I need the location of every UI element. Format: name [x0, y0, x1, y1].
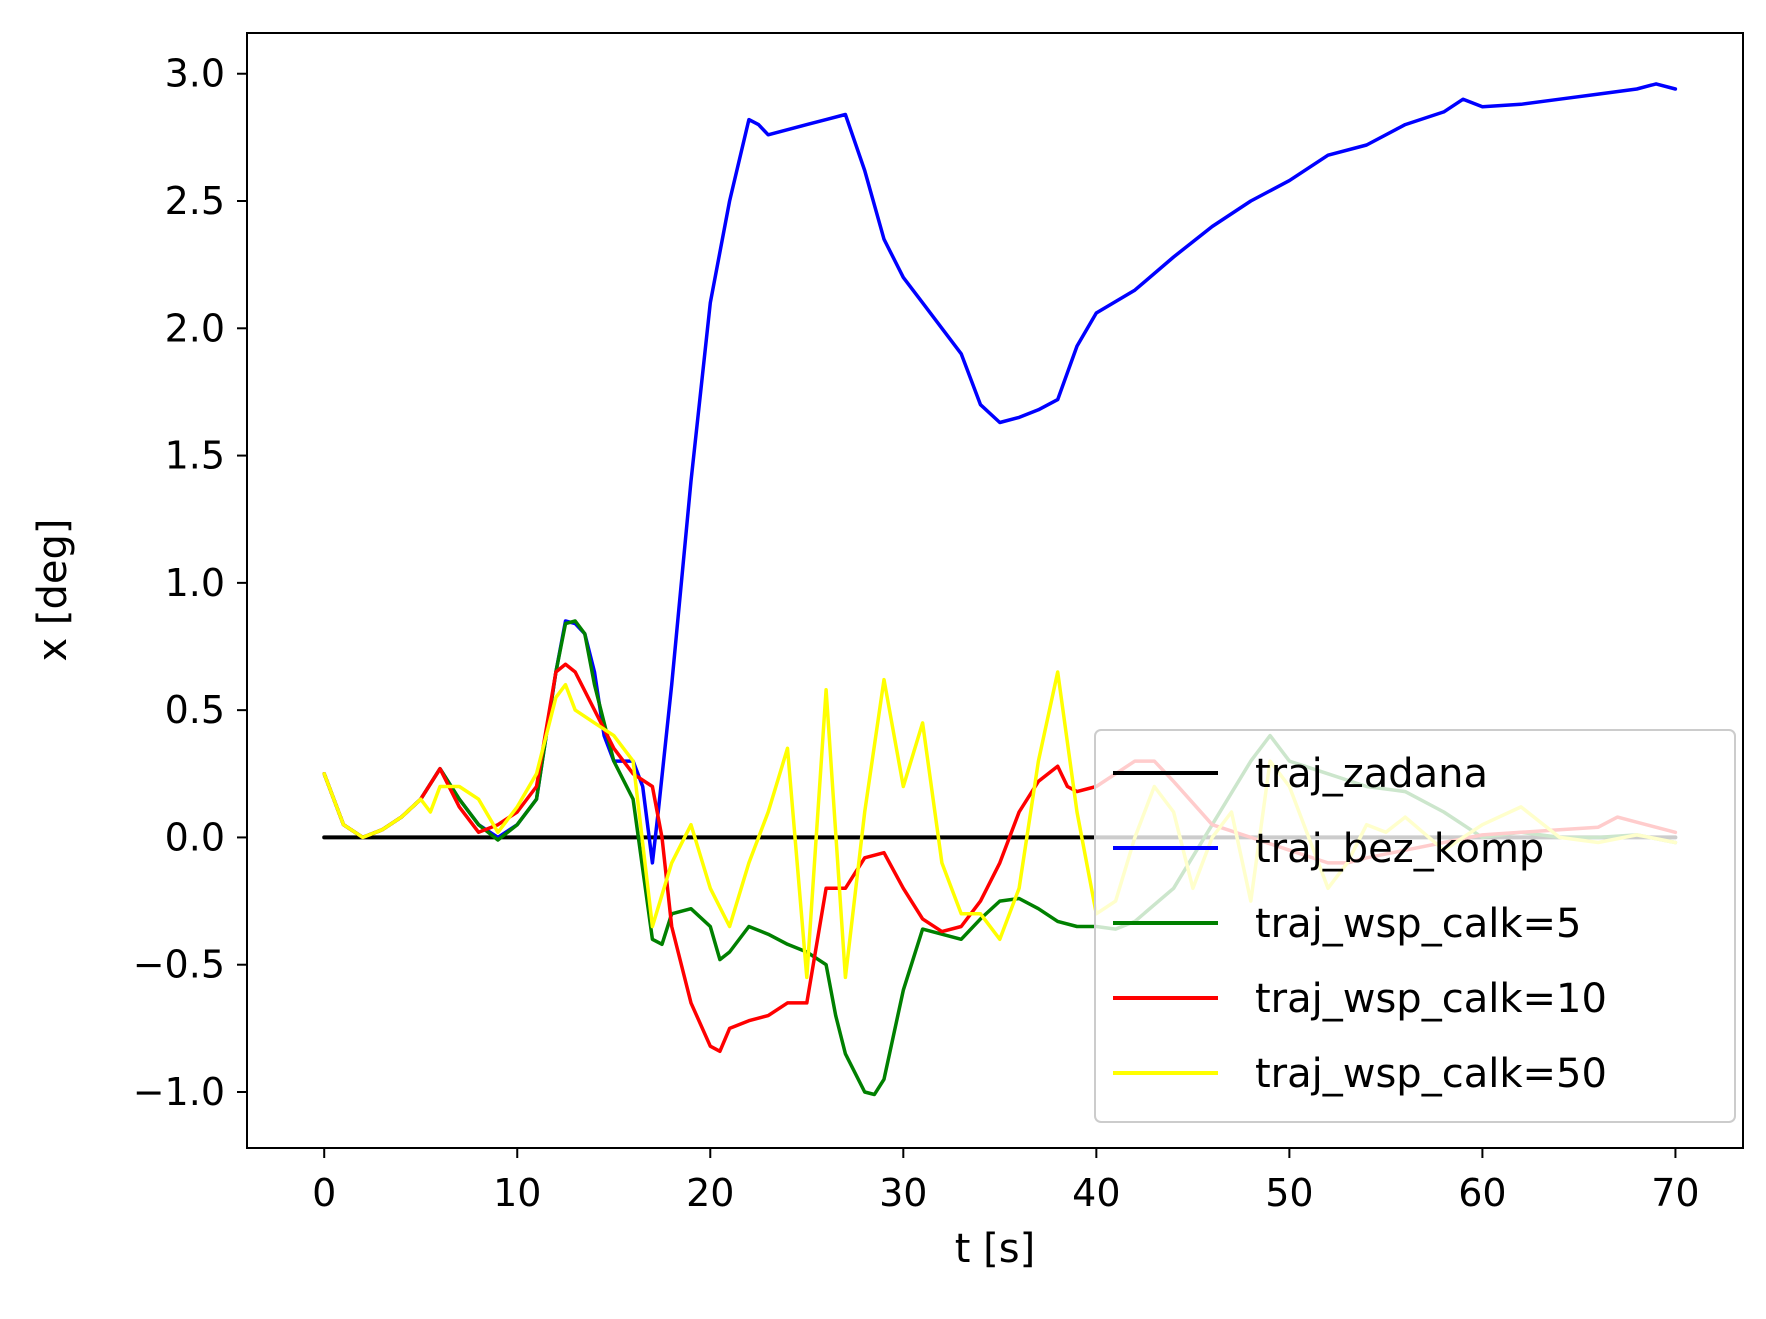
x-tick-label: 0	[312, 1171, 336, 1215]
legend-label-1: traj_bez_komp	[1255, 826, 1544, 872]
x-tick-label: 20	[686, 1171, 734, 1215]
plot-frame	[246, 32, 1744, 1149]
y-tick-label: −0.5	[133, 943, 225, 987]
legend-label-4: traj_wsp_calk=50	[1255, 1051, 1607, 1097]
legend-label-0: traj_zadana	[1255, 751, 1488, 797]
x-axis: 0 10 20 30 40 50 60 70	[312, 1148, 1700, 1215]
x-tick-label: 50	[1265, 1171, 1313, 1215]
x-axis-label: t [s]	[955, 1226, 1035, 1272]
x-tick-label: 70	[1651, 1171, 1699, 1215]
y-tick-label: 2.5	[165, 179, 225, 223]
y-axis-label: x [deg]	[30, 519, 76, 662]
y-axis: −1.0 −0.5 0.0 0.5 1.0 1.5 2.0 2.5 3.0	[133, 52, 247, 1114]
x-tick-label: 60	[1458, 1171, 1506, 1215]
y-tick-label: 0.0	[165, 815, 225, 859]
x-tick-label: 40	[1072, 1171, 1120, 1215]
x-tick-label: 10	[493, 1171, 541, 1215]
y-tick-label: −1.0	[133, 1070, 225, 1114]
y-tick-label: 1.5	[165, 434, 225, 478]
legend-box	[1094, 729, 1736, 1123]
legend: traj_zadana traj_bez_komp traj_wsp_calk=5t…	[1094, 729, 1736, 1123]
x-tick-label: 30	[879, 1171, 927, 1215]
y-tick-label: 1.0	[165, 561, 225, 605]
legend-label-2: traj_wsp_calk=5	[1255, 901, 1581, 947]
y-tick-label: 0.5	[165, 688, 225, 732]
y-tick-label: 2.0	[165, 306, 225, 350]
legend-label-3: traj_wsp_calk=10	[1255, 976, 1607, 1022]
y-tick-label: 3.0	[165, 52, 225, 96]
